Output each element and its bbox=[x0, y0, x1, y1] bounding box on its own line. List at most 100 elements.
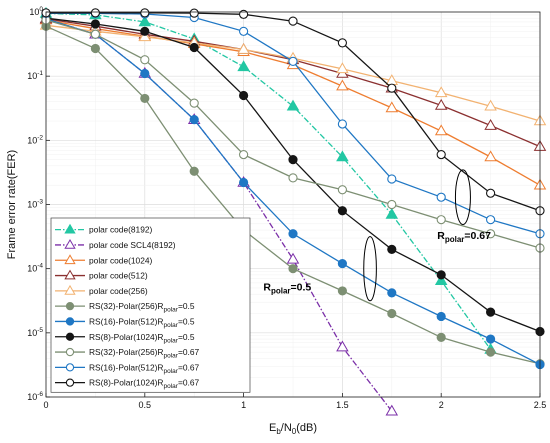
data-point bbox=[385, 101, 399, 113]
data-point bbox=[387, 174, 397, 184]
data-point bbox=[337, 258, 348, 269]
data-point bbox=[140, 93, 150, 104]
data-point bbox=[286, 252, 300, 264]
series-11 bbox=[41, 8, 545, 216]
data-point bbox=[484, 150, 497, 162]
data-point bbox=[239, 177, 249, 188]
data-point bbox=[434, 124, 448, 136]
y-tick-label: 10-5 bbox=[27, 327, 43, 338]
data-point bbox=[288, 155, 298, 165]
data-point bbox=[436, 215, 446, 225]
y-tick-label: 10-2 bbox=[27, 134, 43, 145]
legend-label: RS(32)-Polar(256)Rpolar=0.67 bbox=[89, 347, 199, 360]
data-point bbox=[387, 83, 397, 93]
data-point bbox=[288, 56, 298, 66]
data-point bbox=[64, 223, 76, 234]
y-tick-label: 10-3 bbox=[27, 199, 43, 210]
data-point bbox=[64, 238, 76, 249]
data-point bbox=[486, 334, 496, 344]
legend-item-5: polar code(256) bbox=[55, 284, 148, 296]
data-point bbox=[239, 9, 249, 19]
data-point bbox=[486, 188, 496, 198]
data-point bbox=[434, 86, 448, 98]
series-layer bbox=[39, 6, 547, 416]
data-point bbox=[337, 286, 348, 296]
y-tick-label: 10-1 bbox=[27, 70, 43, 81]
data-point bbox=[337, 206, 348, 216]
legend-item-11: RS(8)-Polar(1024)Rpolar=0.67 bbox=[55, 378, 199, 391]
legend-item-10: RS(16)-Polar(512)Rpolar=0.67 bbox=[55, 362, 199, 375]
data-point bbox=[436, 192, 446, 202]
x-tick-label: 0.5 bbox=[139, 400, 152, 410]
data-point bbox=[64, 254, 76, 265]
data-point bbox=[385, 404, 399, 416]
data-point bbox=[486, 215, 496, 225]
data-point bbox=[90, 8, 100, 18]
data-point bbox=[140, 26, 150, 36]
data-point bbox=[65, 378, 75, 387]
data-point bbox=[239, 149, 249, 160]
data-point bbox=[65, 317, 75, 326]
x-tick-label: 2.5 bbox=[534, 400, 547, 410]
data-point bbox=[484, 118, 497, 130]
legend-item-8: RS(8)-Polar(1024)Rpolar=0.5 bbox=[55, 332, 195, 345]
legend-label: polar code(1024) bbox=[89, 255, 153, 265]
data-point bbox=[189, 115, 199, 125]
legend-label: RS(8)-Polar(1024)Rpolar=0.67 bbox=[89, 378, 199, 391]
data-point bbox=[90, 43, 100, 54]
data-point bbox=[436, 149, 446, 160]
legend-box bbox=[50, 217, 251, 393]
legend-label: polar code SCL4(8192) bbox=[89, 240, 176, 250]
data-point bbox=[237, 60, 250, 72]
legend-label: polar code(512) bbox=[89, 271, 148, 281]
rate-annotation-1: Rpolar=0.5 bbox=[263, 281, 311, 295]
legend-item-6: RS(32)-Polar(256)Rpolar=0.5 bbox=[55, 301, 195, 314]
data-point bbox=[90, 29, 100, 39]
legend-label: RS(32)-Polar(256)Rpolar=0.5 bbox=[89, 301, 195, 314]
x-tick-label: 1 bbox=[241, 400, 246, 410]
data-point bbox=[237, 42, 250, 54]
data-point bbox=[387, 199, 397, 210]
y-tick-label: 100 bbox=[29, 6, 43, 17]
series-line bbox=[45, 12, 492, 350]
axis-titles: Eb/N0(dB) Frame error rate(FER) bbox=[6, 150, 317, 436]
data-point bbox=[337, 38, 348, 48]
legend-item-9: RS(32)-Polar(256)Rpolar=0.67 bbox=[55, 347, 199, 360]
legend-label: polar code(8192) bbox=[89, 225, 153, 235]
data-point bbox=[436, 311, 446, 322]
data-point bbox=[140, 55, 150, 65]
legend-item-2: polar code SCL4(8192) bbox=[55, 238, 176, 250]
x-tick-label: 1.5 bbox=[336, 400, 349, 410]
data-point bbox=[336, 79, 349, 91]
data-point bbox=[387, 288, 397, 298]
legend-item-4: polar code(512) bbox=[55, 269, 148, 281]
data-point bbox=[140, 8, 150, 18]
legend: polar code(8192) polar code SCL4(8192) pol… bbox=[50, 217, 251, 393]
data-point bbox=[434, 98, 448, 110]
y-tick-label: 10-6 bbox=[27, 391, 43, 402]
legend-item-3: polar code(1024) bbox=[55, 254, 153, 265]
data-point bbox=[387, 244, 397, 254]
data-point bbox=[140, 68, 150, 79]
data-point bbox=[189, 8, 199, 18]
data-point bbox=[239, 26, 249, 36]
legend-item-7: RS(16)-Polar(512)Rpolar=0.5 bbox=[55, 316, 195, 329]
data-point bbox=[288, 16, 298, 26]
legend-label: RS(8)-Polar(1024)Rpolar=0.5 bbox=[89, 332, 195, 345]
data-point bbox=[486, 307, 496, 317]
legend-label: polar code(256) bbox=[89, 286, 148, 296]
x-tick-label: 0 bbox=[43, 400, 48, 410]
data-point bbox=[336, 150, 349, 162]
data-point bbox=[336, 340, 349, 352]
data-point bbox=[138, 15, 152, 27]
data-point bbox=[65, 301, 75, 311]
data-point bbox=[189, 42, 199, 53]
y-tick-label: 10-4 bbox=[27, 263, 43, 274]
data-point bbox=[434, 274, 448, 285]
legend-item-1: polar code(8192) bbox=[55, 223, 153, 235]
data-point bbox=[288, 173, 298, 183]
data-point bbox=[64, 284, 76, 295]
legend-label: RS(16)-Polar(512)Rpolar=0.5 bbox=[89, 316, 195, 329]
data-point bbox=[486, 229, 496, 239]
y-axis-title: Frame error rate(FER) bbox=[6, 150, 18, 259]
